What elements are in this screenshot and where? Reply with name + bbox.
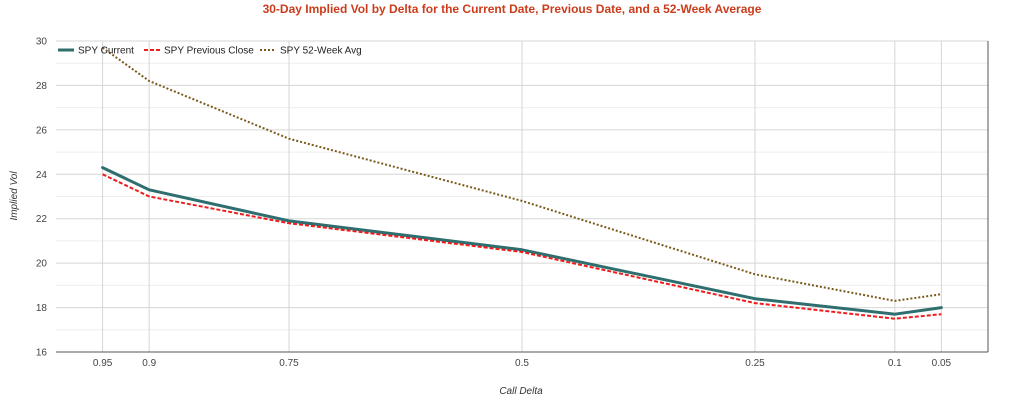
x-axis-title: Call Delta: [499, 386, 543, 397]
x-tick-label: 0.25: [745, 358, 765, 369]
series-line-spy-current: [101, 166, 943, 316]
legend[interactable]: SPY Current SPY Previous Close SPY 52-Week…: [58, 46, 362, 57]
legend-label: SPY 52-Week Avg: [280, 46, 362, 57]
legend-item-spy-52-week-avg[interactable]: SPY 52-Week Avg: [260, 46, 362, 57]
chart-title: 30-Day Implied Vol by Delta for the Curr…: [262, 2, 762, 16]
x-tick-label: 0.1: [888, 358, 902, 369]
grid: [56, 40, 988, 353]
series-line-spy-52-week-avg: [102, 46, 942, 302]
series-line-spy-previous-close: [102, 173, 942, 320]
x-tick-label: 0.75: [279, 358, 299, 369]
x-tick-label: 0.9: [142, 358, 156, 369]
y-tick-label: 28: [36, 81, 48, 92]
legend-label: SPY Current: [78, 46, 134, 57]
y-tick-label: 24: [36, 170, 48, 181]
y-tick-label: 22: [36, 214, 48, 225]
y-tick-label: 16: [36, 348, 48, 359]
legend-item-spy-current[interactable]: SPY Current: [58, 46, 134, 57]
y-axis-title: Implied Vol: [9, 171, 20, 221]
series-lines: [101, 46, 943, 320]
axes: 16 18 20 22 24 26 28 30 0.95 0.9 0.75 0.5 0.25 0.1 0.0…: [36, 37, 989, 369]
legend-label: SPY Previous Close: [164, 46, 254, 57]
legend-item-spy-previous-close[interactable]: SPY Previous Close: [144, 46, 254, 57]
y-tick-label: 26: [36, 125, 48, 136]
y-tick-label: 20: [36, 259, 48, 270]
x-tick-label: 0.05: [932, 358, 952, 369]
x-tick-label: 0.5: [515, 358, 529, 369]
y-tick-label: 30: [36, 37, 48, 48]
x-tick-label: 0.95: [93, 358, 113, 369]
y-tick-label: 18: [36, 303, 48, 314]
